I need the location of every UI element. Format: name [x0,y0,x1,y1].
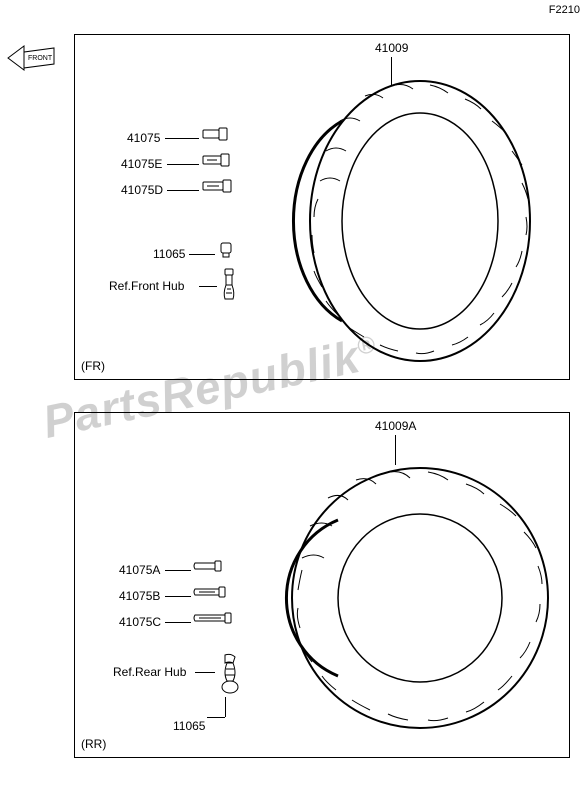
label-ref-front-hub: Ref.Front Hub [109,279,184,293]
leader-clip-rr-3 [165,622,191,623]
label-tire-rear: 41009A [375,419,416,433]
leader-cap-fr [189,254,215,255]
leader-clip-rr-2 [165,596,191,597]
label-cap-fr: 11065 [153,247,185,261]
leader-clip-fr-1 [165,138,199,139]
panel-front-corner: (FR) [81,359,105,373]
diagram-page: { "meta": { "code": "F2210", "watermark_… [0,0,588,800]
leader-clip-fr-3 [167,190,199,191]
front-badge-text: FRONT [28,55,53,62]
label-cap-rr: 11065 [173,719,205,733]
panel-rear-corner: (RR) [81,737,106,751]
tire-front [285,71,555,376]
valve-icon-rr [215,653,245,702]
leader-ref-rear-hub [195,672,215,673]
tire-rear [275,453,565,748]
clip-icon-rr-3 [193,609,233,632]
clip-icon-fr-1 [201,125,229,148]
clip-icon-fr-2 [201,151,231,174]
clip-icon-fr-3 [201,177,233,200]
panel-front: (FR) 41009 41075 41075E 41075D [74,34,570,380]
panel-rear: (RR) 41009A 41075A 41075B 41075C Ref.Rea [74,412,570,758]
label-tire-front: 41009 [375,41,408,55]
leader-cap-rr-v [225,697,226,717]
drawing-code: F2210 [549,4,580,16]
label-clip-fr-1: 41075 [127,131,160,145]
cap-icon-fr [217,241,235,264]
valve-icon-fr [217,267,241,312]
label-clip-fr-3: 41075D [121,183,163,197]
clip-icon-rr-2 [193,583,227,606]
clip-icon-rr-1 [193,557,223,580]
leader-cap-rr-h [207,717,225,718]
label-clip-fr-2: 41075E [121,157,162,171]
label-ref-rear-hub: Ref.Rear Hub [113,665,186,679]
leader-ref-front-hub [199,286,217,287]
label-clip-rr-3: 41075C [119,615,161,629]
label-clip-rr-2: 41075B [119,589,160,603]
front-arrow-badge: FRONT [6,38,66,83]
leader-clip-rr-1 [165,570,191,571]
leader-clip-fr-2 [167,164,199,165]
label-clip-rr-1: 41075A [119,563,160,577]
